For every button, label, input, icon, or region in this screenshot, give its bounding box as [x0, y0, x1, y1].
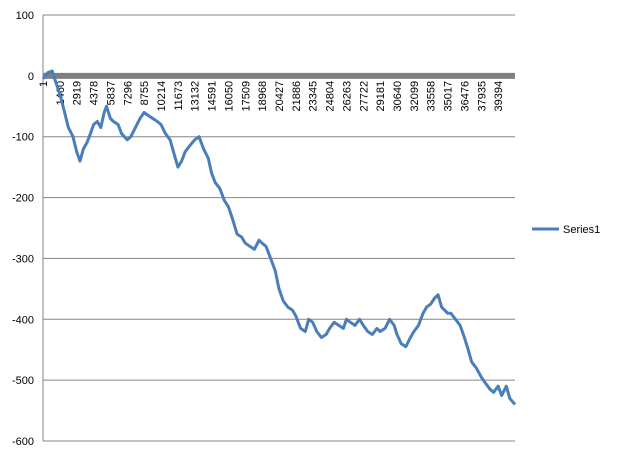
x-tick-label: 18968: [257, 81, 269, 112]
x-tick-label: 11673: [173, 81, 185, 111]
legend-label-series1: Series1: [563, 224, 600, 236]
x-tick-labels: 1 1460 2919 4378 5837 7296 8755 10214 11673 13132…: [38, 81, 505, 112]
y-tick-label: 100: [16, 10, 34, 22]
x-tick-label: 23345: [308, 81, 320, 112]
x-tick-label: 35017: [443, 81, 455, 112]
x-tick-label: 24804: [325, 81, 337, 112]
axes: [42, 15, 515, 441]
x-tick-label: 33558: [426, 81, 438, 112]
x-tick-label: 5837: [105, 81, 117, 105]
y-tick-labels: 100 0 -100 -200 -300 -400 -500 -600: [12, 10, 34, 448]
x-tick-label: 17509: [240, 81, 252, 112]
y-tick-label: -500: [12, 375, 34, 387]
x-tick-label: 20427: [274, 81, 286, 112]
x-tick-label: 36476: [459, 81, 471, 112]
series-line-1: [41, 69, 517, 406]
gridlines: [43, 14, 515, 442]
x-tick-label: 30640: [392, 81, 404, 112]
x-tick-label: 4378: [89, 81, 101, 105]
x-tick-label: 7296: [122, 81, 134, 105]
y-tick-label: -400: [12, 314, 34, 326]
x-tick-label: 26263: [341, 81, 353, 112]
x-tick-label: 37935: [476, 81, 488, 112]
x-tick-label: 21886: [291, 81, 303, 112]
x-tick-label: 27722: [358, 81, 370, 112]
x-tick-label: 32099: [409, 81, 421, 112]
y-tick-label: -100: [12, 132, 34, 144]
x-tick-label: 8755: [139, 81, 151, 105]
y-tick-label: -200: [12, 193, 34, 205]
series-lines: [41, 69, 517, 406]
x-tick-label: 10214: [156, 81, 168, 112]
legend: Series1: [532, 224, 600, 236]
y-tick-label: -600: [12, 436, 34, 448]
x-tick-label: 13132: [190, 81, 202, 112]
x-tick-label: 39394: [493, 81, 505, 112]
y-tick-label: 0: [28, 71, 34, 83]
x-tick-label: 1: [38, 81, 50, 87]
y-tick-label: -300: [12, 253, 34, 265]
x-tick-label: 14591: [207, 81, 219, 112]
x-tick-label: 16050: [223, 81, 235, 112]
x-tick-label: 2919: [72, 81, 84, 105]
x-tick-label: 29181: [375, 81, 387, 112]
